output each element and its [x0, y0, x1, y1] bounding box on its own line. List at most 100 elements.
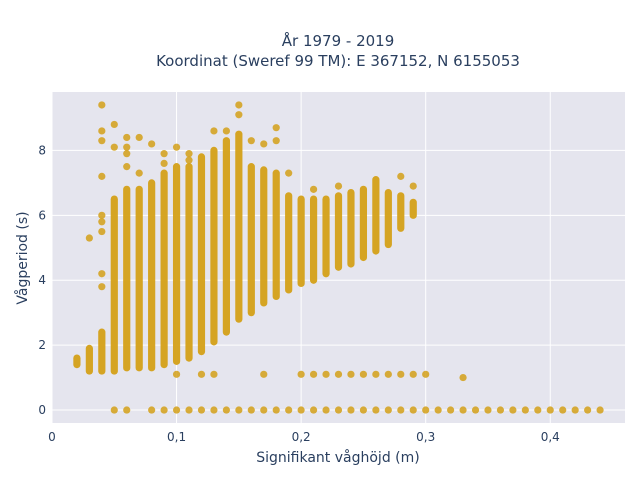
data-point	[459, 373, 467, 382]
data-point	[197, 370, 206, 378]
data-point	[334, 406, 343, 414]
data-point	[148, 140, 156, 148]
data-point	[172, 143, 181, 151]
data-point	[260, 406, 268, 414]
data-point	[409, 370, 417, 378]
data-point	[322, 406, 330, 414]
data-point	[496, 406, 505, 414]
chart-title-line2: Koordinat (Sweref 99 TM): E 367152, N 61…	[156, 52, 520, 70]
data-point	[110, 406, 118, 414]
data-point	[334, 182, 343, 190]
data-point	[235, 406, 243, 414]
chart-title-line1: År 1979 - 2019	[282, 31, 395, 50]
x-axis-label: Signifikant våghöjd (m)	[256, 449, 419, 466]
data-point	[397, 172, 405, 180]
data-point	[235, 101, 243, 109]
data-point	[397, 370, 405, 378]
data-point	[98, 211, 106, 219]
data-point	[459, 406, 467, 414]
data-point	[98, 172, 106, 180]
data-point	[534, 406, 542, 414]
x-tick-label: 0,1	[167, 430, 186, 444]
data-point	[297, 370, 305, 378]
data-point	[172, 406, 181, 414]
data-point	[98, 137, 106, 145]
data-points	[73, 101, 604, 414]
data-point	[98, 270, 106, 278]
x-tick-label: 0,2	[292, 430, 311, 444]
data-point	[397, 406, 405, 414]
data-point	[160, 150, 168, 158]
data-point	[123, 163, 131, 171]
data-point	[285, 406, 293, 414]
data-point	[509, 406, 517, 414]
data-point	[422, 406, 430, 414]
data-point	[210, 406, 218, 414]
data-point	[110, 120, 118, 129]
data-point	[372, 406, 380, 414]
data-point	[272, 406, 280, 414]
data-point	[160, 406, 168, 414]
y-tick-label: 0	[38, 403, 46, 417]
data-point	[384, 370, 392, 378]
x-tick-label: 0,4	[541, 430, 560, 444]
data-point	[148, 406, 156, 414]
x-tick-labels: 0 0,1 0,2 0,3 0,4	[48, 430, 560, 444]
data-point	[210, 127, 218, 135]
data-point	[272, 137, 280, 145]
data-point	[235, 111, 243, 119]
data-point	[409, 406, 417, 414]
data-point	[172, 370, 181, 378]
data-point	[272, 124, 280, 132]
data-point	[260, 140, 268, 148]
data-point	[185, 406, 193, 414]
data-point	[334, 370, 343, 378]
data-point	[309, 185, 318, 193]
data-point	[409, 182, 417, 190]
data-point	[98, 101, 106, 109]
data-point	[135, 169, 143, 177]
data-point	[197, 406, 206, 414]
data-point	[98, 283, 106, 291]
y-tick-label: 4	[38, 273, 46, 287]
data-point	[160, 159, 168, 167]
data-point	[309, 370, 318, 378]
data-point	[521, 406, 529, 414]
data-point	[98, 127, 106, 135]
data-point	[98, 218, 106, 226]
y-tick-label: 6	[38, 208, 46, 222]
data-point	[135, 133, 143, 142]
data-point	[471, 406, 480, 414]
data-point	[123, 150, 131, 158]
data-point	[185, 150, 193, 158]
y-tick-label: 8	[38, 143, 46, 157]
data-point	[285, 169, 293, 177]
data-point	[422, 370, 430, 378]
data-point	[110, 143, 118, 151]
data-point	[185, 156, 193, 164]
data-point	[123, 133, 131, 142]
data-point	[297, 406, 305, 414]
x-tick-label: 0,3	[416, 430, 435, 444]
data-point	[434, 406, 442, 414]
data-point	[359, 370, 368, 378]
data-point	[123, 406, 131, 414]
data-point	[447, 406, 455, 414]
y-tick-label: 2	[38, 338, 46, 352]
data-point	[571, 406, 579, 414]
data-point	[322, 370, 330, 378]
data-point	[484, 406, 492, 414]
data-point	[559, 406, 567, 414]
data-point	[372, 370, 380, 378]
data-point	[222, 406, 230, 414]
data-point	[347, 370, 355, 378]
data-point	[210, 370, 218, 378]
data-point	[584, 406, 592, 414]
data-point	[546, 406, 554, 414]
data-point	[359, 406, 368, 414]
data-point	[384, 406, 392, 414]
data-point	[247, 406, 255, 414]
data-point	[260, 370, 268, 378]
